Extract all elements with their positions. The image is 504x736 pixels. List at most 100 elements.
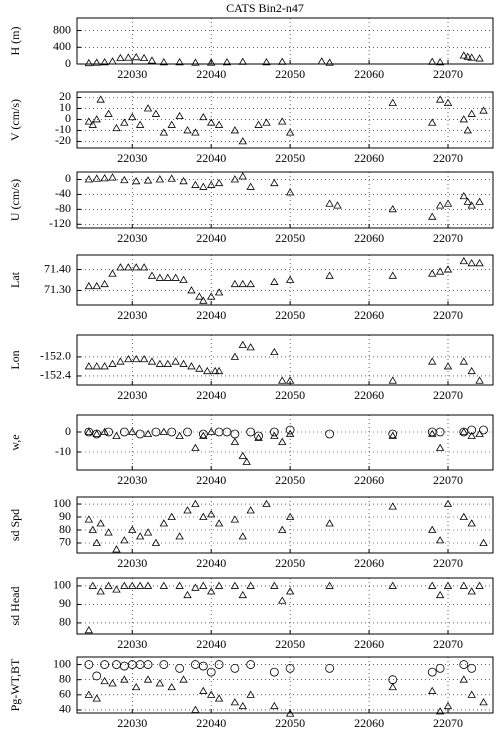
y-tick-label: 70 bbox=[59, 535, 71, 549]
triangle-marker bbox=[206, 690, 216, 698]
circle-marker bbox=[143, 660, 153, 669]
triangle-marker bbox=[443, 98, 453, 106]
y-tick-label: 90 bbox=[59, 596, 71, 610]
triangle-marker bbox=[155, 175, 165, 183]
triangle-marker bbox=[108, 57, 117, 65]
triangle-marker bbox=[128, 581, 137, 589]
triangle-marker bbox=[278, 57, 287, 65]
triangle-marker bbox=[479, 698, 488, 706]
triangle-marker bbox=[92, 429, 101, 437]
circle-marker bbox=[285, 425, 295, 435]
x-tick-label: 22060 bbox=[354, 231, 384, 245]
triangle-marker bbox=[443, 701, 453, 710]
y-axis-label: H (m) bbox=[8, 27, 22, 56]
x-tick-label: 22070 bbox=[433, 308, 463, 322]
triangle-marker bbox=[104, 109, 113, 117]
triangle-marker bbox=[199, 512, 208, 520]
triangle-marker bbox=[100, 58, 109, 66]
triangle-marker bbox=[443, 362, 453, 370]
triangle-marker bbox=[270, 178, 279, 187]
triangle-marker bbox=[467, 519, 476, 527]
triangle-marker bbox=[254, 433, 263, 441]
y-tick-label: -40 bbox=[55, 186, 71, 200]
triangle-marker bbox=[443, 581, 453, 589]
triangle-marker bbox=[116, 263, 125, 271]
triangle-marker bbox=[435, 58, 445, 66]
triangle-marker bbox=[100, 279, 109, 288]
triangle-marker bbox=[195, 292, 204, 300]
circle-marker bbox=[269, 427, 279, 437]
triangle-marker bbox=[175, 111, 184, 120]
triangle-marker bbox=[270, 277, 279, 285]
y-tick-label: -80 bbox=[55, 201, 71, 215]
triangle-marker bbox=[84, 175, 94, 183]
triangle-marker bbox=[179, 359, 188, 367]
triangle-marker bbox=[143, 528, 153, 536]
triangle-marker bbox=[246, 581, 255, 589]
y-tick-label: -10 bbox=[55, 122, 71, 136]
triangle-marker bbox=[467, 431, 476, 439]
triangle-marker bbox=[475, 54, 484, 62]
triangle-marker bbox=[428, 212, 437, 220]
triangle-marker bbox=[84, 362, 94, 370]
triangle-marker bbox=[459, 191, 468, 200]
triangle-marker bbox=[100, 427, 109, 435]
triangle-marker bbox=[191, 499, 200, 507]
circle-marker bbox=[135, 429, 145, 439]
triangle-marker bbox=[147, 357, 157, 365]
triangle-marker bbox=[167, 512, 176, 520]
circle-marker bbox=[325, 429, 334, 439]
triangle-marker bbox=[459, 581, 468, 589]
triangle-marker bbox=[278, 596, 287, 604]
triangle-marker bbox=[100, 174, 109, 182]
triangle-marker bbox=[467, 690, 476, 698]
triangle-marker bbox=[199, 182, 208, 190]
triangle-marker bbox=[191, 443, 200, 451]
circle-marker bbox=[159, 660, 169, 669]
triangle-marker bbox=[179, 675, 188, 683]
triangle-marker bbox=[230, 437, 240, 445]
triangle-marker bbox=[443, 199, 453, 207]
triangle-marker bbox=[475, 197, 484, 205]
y-tick-label: 80 bbox=[59, 671, 71, 685]
triangle-marker bbox=[183, 590, 192, 599]
triangle-marker bbox=[467, 53, 476, 61]
x-tick-label: 22070 bbox=[433, 231, 463, 245]
triangle-marker bbox=[238, 172, 247, 180]
circle-marker bbox=[467, 425, 477, 435]
y-tick-label: -20 bbox=[55, 133, 71, 147]
triangle-marker bbox=[206, 292, 216, 300]
x-tick-label: 22040 bbox=[196, 556, 226, 570]
x-tick-label: 22040 bbox=[196, 231, 226, 245]
triangle-marker bbox=[120, 675, 129, 683]
y-tick-label: -152.4 bbox=[40, 368, 71, 382]
triangle-marker bbox=[230, 352, 240, 360]
triangle-marker bbox=[132, 53, 141, 61]
y-tick-label: 0 bbox=[65, 111, 71, 125]
x-tick-label: 22050 bbox=[275, 473, 305, 487]
y-tick-label: 80 bbox=[59, 522, 71, 536]
triangle-marker bbox=[459, 115, 468, 123]
circle-marker bbox=[246, 660, 256, 669]
y-tick-label: 40 bbox=[59, 702, 71, 716]
triangle-marker bbox=[92, 694, 101, 702]
triangle-marker bbox=[443, 499, 453, 507]
triangle-marker bbox=[285, 275, 295, 283]
triangle-marker bbox=[325, 271, 334, 279]
triangle-marker bbox=[96, 587, 105, 595]
x-tick-label: 22030 bbox=[117, 308, 147, 322]
triangle-marker bbox=[132, 354, 141, 363]
triangle-marker bbox=[132, 682, 141, 691]
triangle-marker bbox=[84, 515, 94, 523]
triangle-marker bbox=[428, 686, 437, 694]
circle-marker bbox=[84, 660, 94, 669]
triangle-marker bbox=[278, 376, 287, 384]
triangle-marker bbox=[171, 273, 180, 281]
triangle-marker bbox=[475, 581, 484, 589]
triangle-marker bbox=[147, 56, 157, 64]
triangle-marker bbox=[124, 263, 133, 271]
x-tick-label: 22050 bbox=[275, 388, 305, 402]
triangle-marker bbox=[388, 502, 397, 510]
plot-frame bbox=[76, 414, 494, 471]
